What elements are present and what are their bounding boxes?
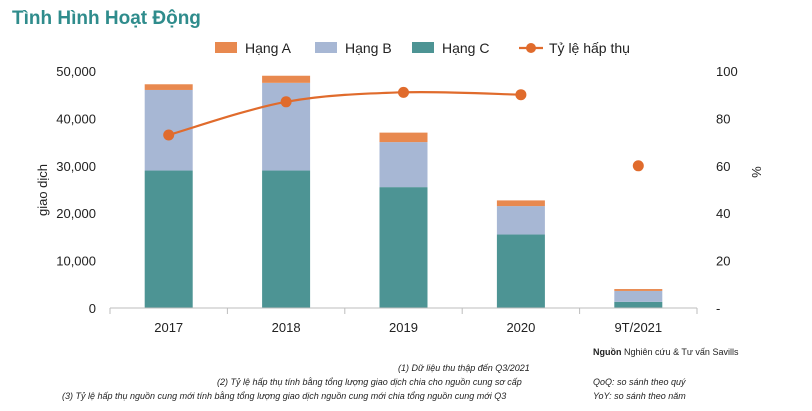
bar-segment xyxy=(379,132,428,143)
x-tick-label: 2018 xyxy=(272,320,301,335)
bar-segment xyxy=(144,170,193,308)
footnote-1: (1) Dữ liệu thu thập đến Q3/2021 xyxy=(398,363,530,373)
y-tick-label: 20,000 xyxy=(56,206,96,221)
legend-swatch xyxy=(315,42,337,53)
footnote-3: (3) Tỷ lệ hấp thụ nguồn cung mới tính bằ… xyxy=(62,391,507,401)
legend-swatch xyxy=(412,42,434,53)
y-tick-label: 30,000 xyxy=(56,159,96,174)
bar-segment xyxy=(379,142,428,188)
footnote-2: (2) Tỷ lệ hấp thụ tính bằng tổng lượng g… xyxy=(217,377,522,387)
bar-segment xyxy=(262,170,311,308)
y-axis-right-label: % xyxy=(749,166,764,178)
qoq-note: QoQ: so sánh theo quý xyxy=(593,377,686,387)
y2-tick-label: 20 xyxy=(716,254,730,269)
absorption-point xyxy=(632,160,644,172)
bar-segment xyxy=(262,75,311,83)
x-tick-label: 2020 xyxy=(506,320,535,335)
chart-title: Tình Hình Hoạt Động xyxy=(12,8,201,29)
y-tick-label: 40,000 xyxy=(56,111,96,126)
source-note: Nguồn Nghiên cứu & Tư vấn Savills xyxy=(593,347,738,357)
y-axis-left-label: giao dịch xyxy=(35,164,50,216)
absorption-point xyxy=(280,96,292,108)
source-label: Nguồn xyxy=(593,347,622,357)
legend-label: Hạng A xyxy=(245,40,292,56)
y2-tick-label: 100 xyxy=(716,64,738,79)
bar-segment xyxy=(614,290,663,302)
y-tick-label: 50,000 xyxy=(56,64,96,79)
y-tick-label: 0 xyxy=(89,301,96,316)
legend-swatch xyxy=(215,42,237,53)
bar-segment xyxy=(379,187,428,308)
bar-segment xyxy=(262,82,311,171)
bars-group xyxy=(144,75,663,308)
x-tick-label: 9T/2021 xyxy=(614,320,662,335)
y-tick-label: 10,000 xyxy=(56,254,96,269)
absorption-line xyxy=(168,90,521,137)
y-axis-right: - 20 40 60 80 100 xyxy=(716,64,738,316)
x-tick-label: 2019 xyxy=(389,320,418,335)
absorption-point xyxy=(398,86,409,98)
y2-tick-label: - xyxy=(716,301,720,316)
bar-segment xyxy=(496,234,545,308)
bar-segment xyxy=(496,200,545,207)
absorption-point xyxy=(163,129,175,141)
absorption-point xyxy=(515,89,527,101)
legend-label: Tỷ lệ hấp thụ xyxy=(549,40,630,56)
y2-tick-label: 40 xyxy=(716,206,730,221)
legend: Hạng A Hạng B Hạng C Tỷ lệ hấp thụ xyxy=(215,40,630,56)
bar-segment xyxy=(614,289,663,291)
x-tick-label: 2017 xyxy=(154,320,183,335)
bar-segment xyxy=(614,301,663,308)
y2-tick-label: 60 xyxy=(716,159,730,174)
bar-segment xyxy=(144,84,193,90)
y-axis-left: 0 10,000 20,000 30,000 40,000 50,000 xyxy=(56,64,96,316)
y2-tick-label: 80 xyxy=(716,111,730,126)
source-text: Nghiên cứu & Tư vấn Savills xyxy=(624,347,739,357)
legend-label: Hạng B xyxy=(345,40,392,56)
legend-label: Hạng C xyxy=(442,40,489,56)
yoy-note: YoY: so sánh theo năm xyxy=(593,391,686,401)
legend-line-marker xyxy=(526,43,536,53)
x-axis: 2017 2018 2019 2020 9T/2021 xyxy=(109,307,698,335)
stacked-bar-line-chart: Hạng A Hạng B Hạng C Tỷ lệ hấp thụ 0 10,000 2… xyxy=(35,40,764,335)
absorption-line-group xyxy=(163,86,644,172)
bar-segment xyxy=(496,206,545,235)
